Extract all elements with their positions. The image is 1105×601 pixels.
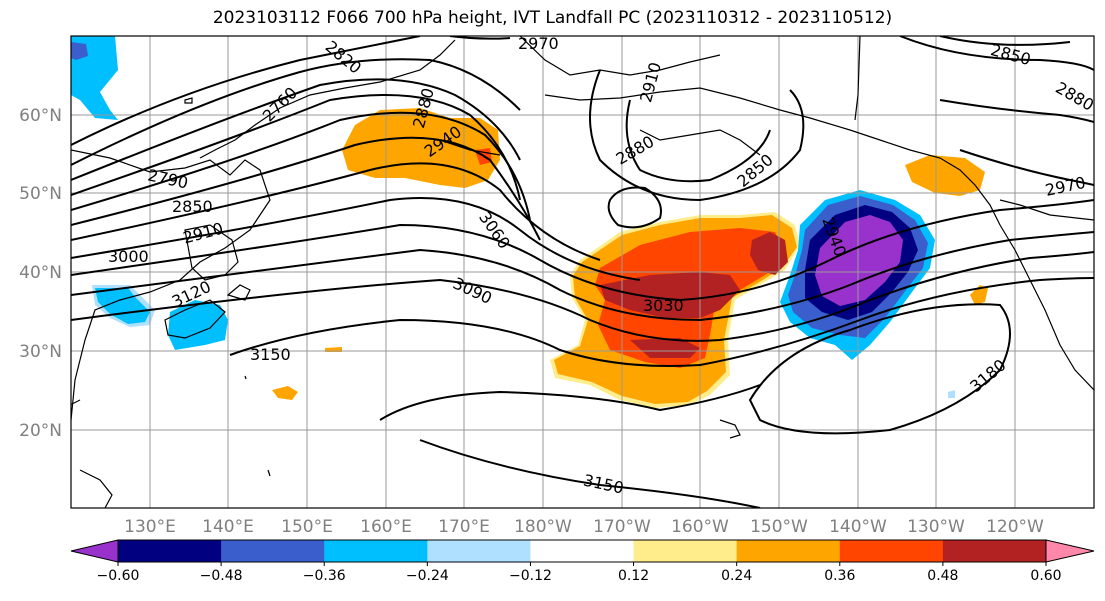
colorbar-cell [839, 540, 944, 562]
contour-label: 2850 [172, 197, 213, 216]
colorbar-cell [427, 540, 531, 562]
lon-label: 150°W [750, 517, 808, 537]
longitude-labels: 130°E 140°E 150°E 160°E 170°E 180°W 170°… [124, 517, 1044, 537]
lat-label: 20°N [19, 421, 62, 441]
colorbar-extend-high [1046, 540, 1094, 562]
colorbar-tick-label: 0.48 [927, 568, 958, 584]
lon-label: 130°E [124, 517, 176, 537]
colorbar-cell [736, 540, 841, 562]
lon-label: 120°W [986, 517, 1044, 537]
colorbar-tick-label: −0.60 [97, 568, 140, 584]
colorbar-cell [942, 540, 1047, 562]
colorbar-cell [221, 540, 325, 562]
contour-label: 3150 [250, 345, 291, 364]
latitude-labels: 60°N 50°N 40°N 30°N 20°N [19, 106, 62, 441]
lon-label: 170°E [438, 517, 490, 537]
contour-label: 2970 [518, 34, 559, 53]
colorbar-cell [118, 540, 222, 562]
map-frame [70, 35, 1095, 509]
colorbar-tick-label: −0.48 [200, 568, 243, 584]
colorbar-tick-label: −0.36 [303, 568, 346, 584]
colorbar-cell [530, 540, 635, 562]
contour-label: 3030 [643, 296, 684, 315]
colorbar-extend-low [71, 540, 118, 562]
lon-label: 180°W [514, 517, 572, 537]
colorbar-tick-label: 0.12 [618, 568, 649, 584]
contour-label: 3000 [108, 247, 149, 266]
colorbar-cell [633, 540, 738, 562]
colorbar-tick-label: 0.60 [1030, 568, 1061, 584]
colorbar-tick-label: −0.24 [406, 568, 449, 584]
lat-label: 40°N [19, 263, 62, 283]
map-title: 2023103112 F066 700 hPa height, IVT Land… [212, 8, 893, 28]
lon-label: 160°E [360, 517, 412, 537]
colorbar-cell [324, 540, 428, 562]
lat-label: 50°N [19, 184, 62, 204]
lon-label: 130°W [907, 517, 965, 537]
colorbar-tick-label: 0.36 [824, 568, 855, 584]
lon-label: 140°W [829, 517, 887, 537]
colorbar-tick-label: −0.12 [509, 568, 552, 584]
lat-label: 60°N [19, 106, 62, 126]
colorbar: −0.60 −0.48 −0.36 −0.24 −0.12 0.12 0.24 0.36 0.4… [70, 539, 1095, 584]
lon-label: 140°E [202, 517, 254, 537]
height-contours [71, 36, 1094, 508]
lon-label: 170°W [593, 517, 651, 537]
lat-label: 30°N [19, 342, 62, 362]
coastlines [71, 36, 1094, 508]
lon-label: 150°E [281, 517, 333, 537]
colorbar-tick-label: 0.24 [721, 568, 752, 584]
lon-label: 160°W [671, 517, 729, 537]
